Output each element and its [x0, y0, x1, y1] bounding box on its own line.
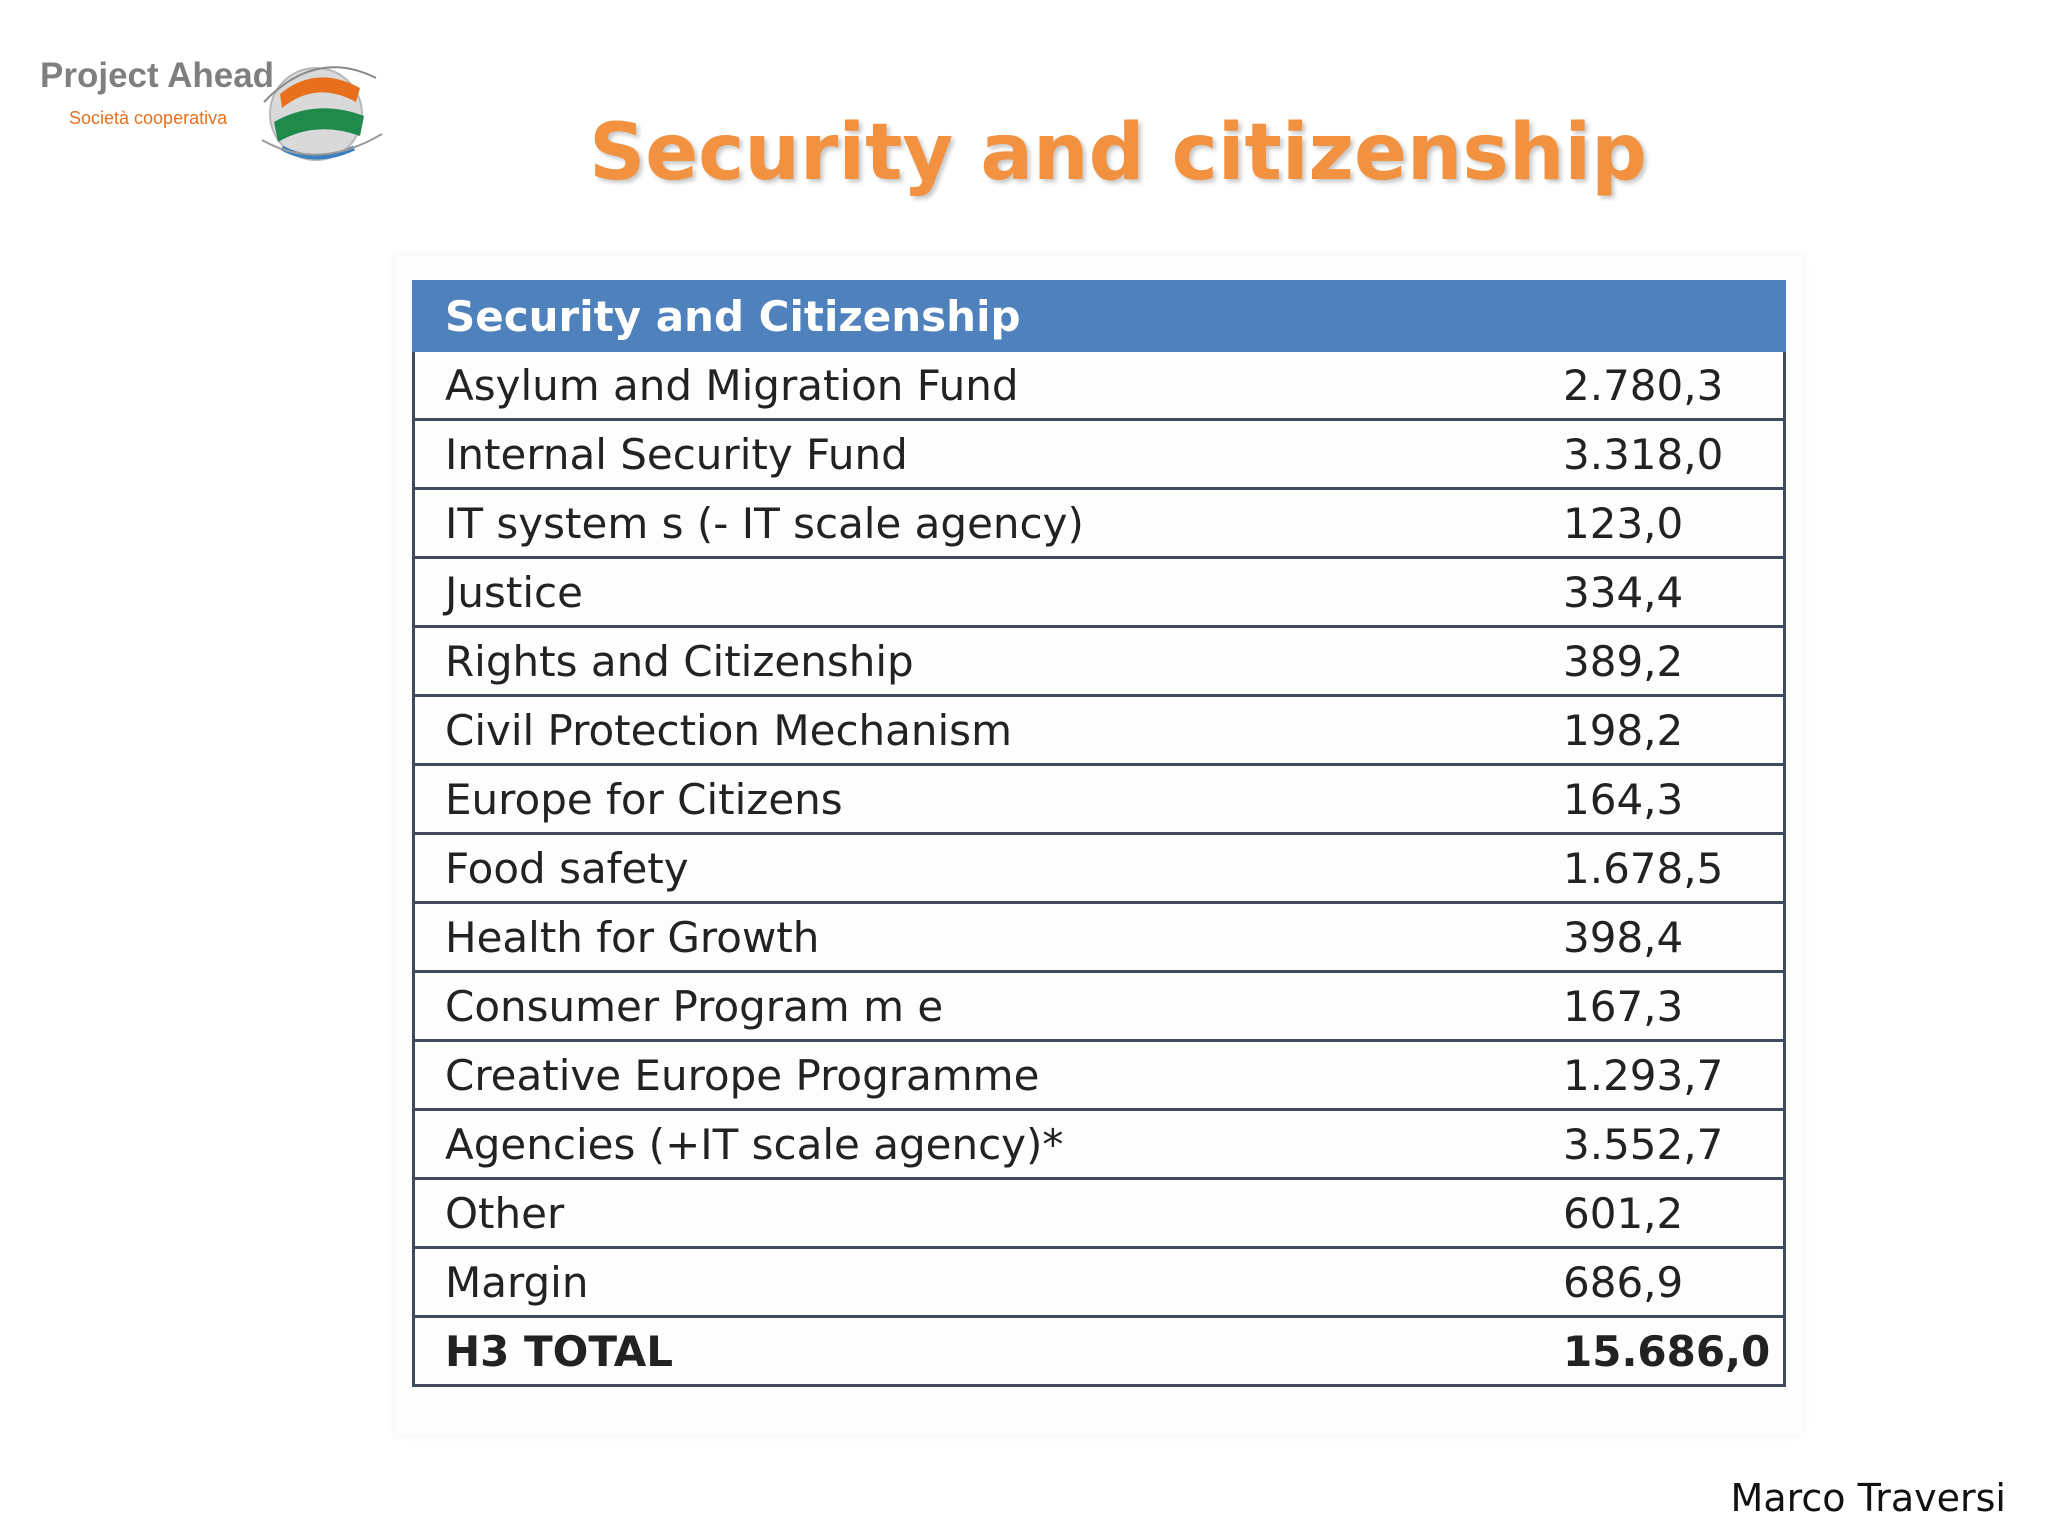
row-label: Other — [412, 1177, 1563, 1249]
table-row: Other 601,2 — [412, 1177, 1786, 1249]
table-row: Europe for Citizens 164,3 — [412, 763, 1786, 835]
row-value: 601,2 — [1563, 1177, 1786, 1249]
table-row: Health for Growth 398,4 — [412, 901, 1786, 973]
row-value: 167,3 — [1563, 970, 1786, 1042]
row-label: Agencies (+IT scale agency)* — [412, 1108, 1563, 1180]
row-label: Creative Europe Programme — [412, 1039, 1563, 1111]
row-label: Internal Security Fund — [412, 418, 1563, 490]
table-row: Internal Security Fund 3.318,0 — [412, 418, 1786, 490]
table-row: Justice 334,4 — [412, 556, 1786, 628]
table-row: Asylum and Migration Fund 2.780,3 — [412, 349, 1786, 421]
logo-subtitle: Società cooperativa — [69, 108, 228, 128]
table-header-row: Security and Citizenship — [412, 280, 1786, 352]
row-label: Consumer Program m e — [412, 970, 1563, 1042]
globe-icon — [261, 66, 383, 161]
table-row: Consumer Program m e 167,3 — [412, 970, 1786, 1042]
row-value: 2.780,3 — [1563, 349, 1786, 421]
row-label: Health for Growth — [412, 901, 1563, 973]
project-ahead-logo: Project Ahead Società cooperativa — [36, 44, 383, 179]
row-value: 1.678,5 — [1563, 832, 1786, 904]
row-label: Asylum and Migration Fund — [412, 349, 1563, 421]
row-value: 123,0 — [1563, 487, 1786, 559]
table-row: Creative Europe Programme 1.293,7 — [412, 1039, 1786, 1111]
table-row: Agencies (+IT scale agency)* 3.552,7 — [412, 1108, 1786, 1180]
row-value: 164,3 — [1563, 763, 1786, 835]
row-value: 334,4 — [1563, 556, 1786, 628]
table-image: Security and Citizenship Asylum and Migr… — [395, 255, 1803, 1435]
logo-title: Project Ahead — [40, 56, 275, 95]
table-row: Rights and Citizenship 389,2 — [412, 625, 1786, 697]
table-row: Civil Protection Mechanism 198,2 — [412, 694, 1786, 766]
table-total-row: H3 TOTAL 15.686,0 — [412, 1315, 1786, 1387]
row-label: Margin — [412, 1246, 1563, 1318]
author-name: Marco Traversi — [1730, 1476, 2006, 1520]
row-value: 686,9 — [1563, 1246, 1786, 1318]
slide-title: Security and citizenship — [589, 108, 1647, 198]
row-label: IT system s (- IT scale agency) — [412, 487, 1563, 559]
table-header: Security and Citizenship — [412, 280, 1786, 352]
row-label: Food safety — [412, 832, 1563, 904]
row-label: Rights and Citizenship — [412, 625, 1563, 697]
row-value: 398,4 — [1563, 901, 1786, 973]
row-value: 3.318,0 — [1563, 418, 1786, 490]
table-row: Margin 686,9 — [412, 1246, 1786, 1318]
total-label: H3 TOTAL — [412, 1315, 1563, 1387]
budget-table: Security and Citizenship Asylum and Migr… — [412, 280, 1786, 1387]
table-body: Asylum and Migration Fund 2.780,3 Internal… — [412, 349, 1786, 1387]
row-label: Civil Protection Mechanism — [412, 694, 1563, 766]
row-value: 3.552,7 — [1563, 1108, 1786, 1180]
row-label: Justice — [412, 556, 1563, 628]
table-row: Food safety 1.678,5 — [412, 832, 1786, 904]
row-value: 389,2 — [1563, 625, 1786, 697]
row-value: 1.293,7 — [1563, 1039, 1786, 1111]
total-value: 15.686,0 — [1563, 1315, 1786, 1387]
table-row: IT system s (- IT scale agency) 123,0 — [412, 487, 1786, 559]
row-value: 198,2 — [1563, 694, 1786, 766]
row-label: Europe for Citizens — [412, 763, 1563, 835]
